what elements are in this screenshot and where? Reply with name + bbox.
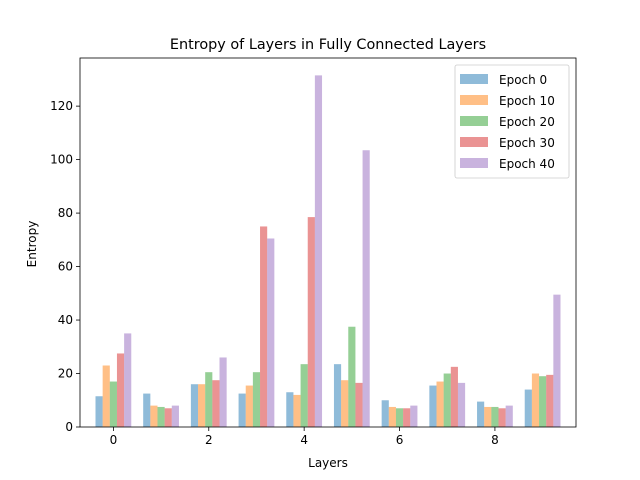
bar-series3-layer0: [116, 353, 125, 427]
bar-series2-layer3: [252, 372, 261, 427]
bar-series2-layer4: [300, 364, 308, 427]
bar-series0-layer7: [429, 385, 437, 427]
chart-title: Entropy of Layers in Fully Connected Lay…: [170, 37, 486, 53]
legend-label: Epoch 10: [499, 94, 555, 108]
bar-series2-layer6: [395, 408, 404, 427]
bar-series0-layer0: [95, 396, 103, 427]
legend-label: Epoch 40: [499, 157, 555, 171]
bar-series4-layer5: [362, 150, 370, 427]
series-0: [95, 364, 532, 427]
bars: [95, 75, 561, 427]
bar-series3-layer9: [546, 374, 554, 427]
x-tick-label: 4: [300, 433, 308, 447]
bar-series4-layer2: [219, 357, 227, 427]
bar-series3-layer3: [260, 226, 268, 427]
y-tick-label: 80: [58, 206, 73, 220]
bar-series2-layer5: [348, 326, 356, 427]
bar-series0-layer2: [190, 384, 199, 427]
series-4: [124, 75, 561, 427]
x-axis: 0 2 4 6 8: [110, 427, 499, 447]
bar-series1-layer4: [293, 394, 301, 427]
y-axis: 0 20 40 60 80 100 120: [50, 99, 80, 434]
bar-series1-layer1: [150, 405, 158, 427]
bar-series1-layer9: [531, 373, 540, 427]
legend-swatch: [460, 116, 488, 126]
series-3: [116, 217, 554, 427]
bar-series1-layer6: [388, 406, 396, 427]
bar-series2-layer2: [205, 372, 213, 427]
bar-series1-layer3: [245, 385, 253, 427]
bar-series0-layer6: [381, 400, 389, 427]
bar-series4-layer9: [553, 294, 561, 427]
legend-swatch: [460, 158, 488, 168]
legend-label: Epoch 20: [499, 115, 555, 129]
legend-swatch: [460, 137, 488, 147]
y-tick-label: 60: [58, 260, 73, 274]
series-2: [109, 326, 547, 427]
bar-series2-layer0: [109, 381, 117, 427]
bar-series0-layer5: [333, 364, 342, 427]
bar-series2-layer9: [539, 376, 547, 427]
series-1: [102, 365, 540, 427]
y-tick-label: 120: [50, 99, 73, 113]
bar-series4-layer6: [410, 405, 418, 427]
plot-frame: [79, 57, 577, 428]
x-tick-label: 6: [396, 433, 404, 447]
bar-series2-layer8: [491, 406, 499, 427]
legend: Epoch 0 Epoch 10 Epoch 20 Epoch 30 Epoch 40: [454, 64, 570, 179]
bar-series0-layer4: [286, 392, 294, 427]
bar-series3-layer5: [355, 382, 363, 427]
bar-series0-layer8: [477, 401, 485, 427]
x-axis-title: Layers: [308, 456, 348, 470]
bar-series0-layer9: [524, 389, 532, 427]
x-tick-label: 0: [110, 433, 118, 447]
bar-series0-layer3: [238, 393, 246, 427]
bar-series2-layer7: [443, 373, 451, 427]
bar-series4-layer0: [124, 333, 132, 427]
bar-series1-layer5: [341, 380, 349, 427]
bar-series3-layer7: [450, 366, 458, 427]
bar-series0-layer1: [143, 393, 151, 427]
y-tick-label: 100: [50, 153, 73, 167]
bar-series3-layer2: [212, 380, 220, 427]
legend-label: Epoch 30: [499, 136, 555, 150]
legend-swatch: [460, 74, 488, 84]
bar-series4-layer8: [505, 405, 513, 427]
bar-series2-layer1: [157, 406, 165, 427]
y-tick-label: 20: [58, 367, 73, 381]
y-axis-title: Entropy: [25, 221, 39, 268]
bar-series1-layer8: [484, 406, 492, 427]
x-tick-label: 2: [205, 433, 213, 447]
x-tick-label: 8: [491, 433, 499, 447]
bar-series1-layer0: [102, 365, 110, 427]
bar-series3-layer4: [307, 217, 315, 427]
bar-series1-layer2: [198, 384, 206, 427]
bar-series3-layer8: [498, 408, 506, 427]
bar-series3-layer1: [164, 408, 172, 427]
bar-series4-layer7: [457, 382, 466, 427]
bar-series3-layer6: [403, 408, 411, 427]
bar-series4-layer1: [171, 405, 179, 427]
legend-box: [454, 64, 570, 179]
legend-swatch: [460, 95, 488, 105]
y-tick-label: 40: [58, 313, 73, 327]
y-tick-label: 0: [65, 420, 73, 434]
bar-series1-layer7: [436, 381, 444, 427]
bar-series4-layer3: [267, 238, 275, 427]
bar-series4-layer4: [314, 75, 323, 427]
legend-label: Epoch 0: [499, 73, 547, 87]
